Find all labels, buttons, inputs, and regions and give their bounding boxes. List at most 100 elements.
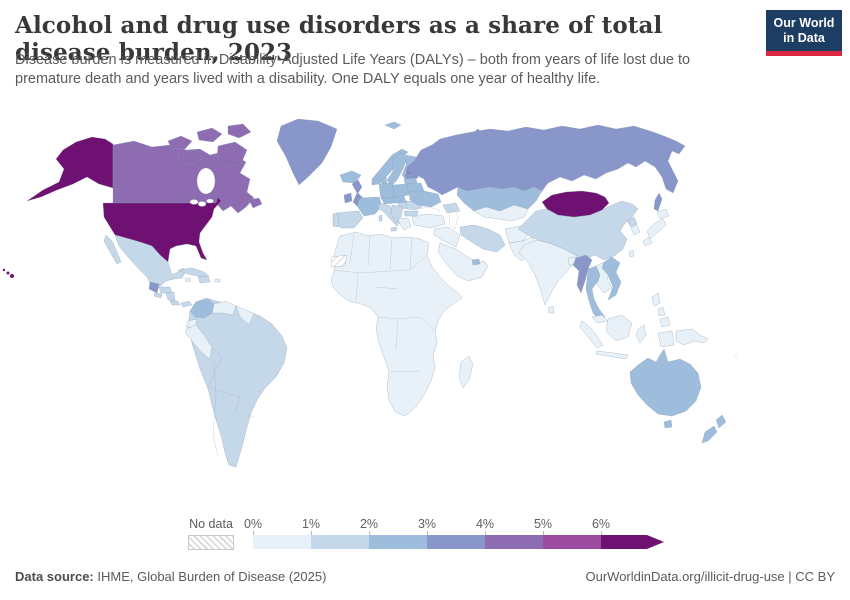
black-sea — [415, 206, 441, 218]
country-colombia[interactable] — [189, 298, 215, 319]
country-honduras[interactable] — [158, 286, 173, 294]
country-hawaii-3[interactable] — [10, 274, 14, 278]
country-malaysia[interactable] — [591, 314, 609, 324]
country-java[interactable] — [595, 350, 629, 360]
country-tasmania[interactable] — [663, 419, 673, 429]
country-puerto-rico[interactable] — [214, 278, 221, 283]
subtitle-line-1: Disease burden is measured in Disability… — [15, 52, 691, 68]
country-canada-newfoundland[interactable] — [248, 197, 263, 209]
country-nicaragua[interactable] — [165, 291, 176, 302]
region-levant-iraq[interactable] — [433, 226, 461, 248]
country-australia[interactable] — [629, 348, 702, 417]
country-fiji[interactable] — [734, 355, 738, 359]
owid-logo[interactable]: Our World in Data — [766, 10, 842, 56]
country-turkey[interactable] — [411, 213, 446, 229]
country-greenland[interactable] — [276, 118, 338, 186]
country-japan-kyushu[interactable] — [642, 236, 653, 247]
country-hispaniola[interactable] — [197, 275, 211, 284]
country-bulgaria[interactable] — [403, 210, 419, 217]
country-north-korea[interactable] — [626, 216, 638, 228]
legend-tick-label-6: 6% — [591, 517, 611, 531]
legend-tick-2 — [369, 531, 370, 535]
country-canada-arctic-2[interactable] — [196, 127, 223, 143]
country-jamaica[interactable] — [184, 277, 192, 283]
country-canada-arctic-3[interactable] — [227, 123, 252, 139]
footer-link[interactable]: OurWorldinData.org/illicit-drug-use | CC… — [585, 569, 836, 584]
legend-segment-3-4[interactable] — [427, 535, 485, 549]
country-kazakhstan[interactable] — [456, 186, 543, 212]
country-nz-north[interactable] — [715, 414, 727, 429]
country-poland[interactable] — [391, 183, 410, 198]
country-novaya-zemlya[interactable] — [469, 128, 484, 144]
legend-segment-5-6[interactable] — [543, 535, 601, 549]
region-arabia[interactable] — [437, 242, 489, 282]
legend-no-data: No data — [188, 517, 234, 550]
country-cuba[interactable] — [177, 267, 210, 278]
country-western-sahara[interactable] — [330, 254, 348, 268]
country-ireland[interactable] — [343, 192, 353, 204]
country-taiwan[interactable] — [628, 249, 635, 258]
legend-segment-1-2[interactable] — [311, 535, 369, 549]
country-france[interactable] — [356, 196, 383, 217]
country-sakhalin[interactable] — [653, 192, 663, 212]
country-russia[interactable] — [405, 124, 686, 196]
country-alaska[interactable] — [26, 136, 114, 202]
country-philippines-luzon[interactable] — [651, 292, 661, 307]
country-borneo[interactable] — [605, 314, 633, 342]
country-south-korea[interactable] — [630, 224, 641, 236]
country-greece[interactable] — [397, 217, 412, 231]
country-guatemala[interactable] — [148, 281, 160, 294]
country-west-papua[interactable] — [657, 330, 675, 348]
legend-segment-0-1[interactable] — [253, 535, 311, 549]
legend-segment-6+[interactable] — [601, 535, 647, 549]
country-philippines-mindanao[interactable] — [659, 316, 671, 328]
country-hawaii-1[interactable] — [2, 268, 6, 272]
legend-segment-2-3[interactable] — [369, 535, 427, 549]
country-sri-lanka[interactable] — [547, 305, 555, 314]
legend-segment-4-5[interactable] — [485, 535, 543, 549]
country-mongolia[interactable] — [541, 190, 610, 218]
legend-tick-label-5: 5% — [533, 517, 553, 531]
no-data-swatch[interactable] — [188, 535, 234, 550]
country-iran[interactable] — [459, 224, 506, 253]
country-sweden[interactable] — [386, 152, 408, 187]
country-lithuania[interactable] — [403, 177, 418, 185]
region-caucasus[interactable] — [442, 202, 461, 214]
country-sardinia[interactable] — [378, 214, 383, 222]
country-nz-south[interactable] — [701, 425, 718, 444]
country-sicily[interactable] — [390, 226, 398, 232]
country-usa[interactable] — [102, 196, 222, 263]
data-source: Data source: IHME, Global Burden of Dise… — [15, 569, 326, 584]
country-vietnam[interactable] — [601, 256, 622, 301]
country-hawaii-2[interactable] — [6, 271, 10, 275]
hudson-bay — [196, 167, 216, 195]
country-iceland[interactable] — [339, 170, 362, 184]
country-canada-victoria[interactable] — [177, 149, 204, 167]
country-portugal[interactable] — [332, 212, 340, 228]
country-png[interactable] — [675, 328, 709, 346]
country-madagascar[interactable] — [458, 355, 474, 389]
country-sumatra[interactable] — [579, 320, 604, 349]
legend-tick-4 — [485, 531, 486, 535]
country-myanmar[interactable] — [572, 254, 593, 294]
country-canada-arctic-1[interactable] — [167, 135, 193, 150]
country-canada-baffin[interactable] — [216, 141, 248, 169]
country-costa-rica[interactable] — [169, 300, 181, 306]
country-philippines-visayas[interactable] — [657, 306, 666, 317]
country-ukraine[interactable] — [408, 190, 442, 208]
country-germany[interactable] — [378, 182, 395, 200]
country-guyanas[interactable] — [235, 305, 255, 326]
country-peru[interactable] — [185, 324, 213, 360]
country-panama[interactable] — [180, 300, 193, 308]
country-venezuela[interactable] — [211, 300, 237, 316]
country-uae[interactable] — [471, 258, 481, 266]
country-el-salvador[interactable] — [153, 292, 163, 299]
country-svalbard[interactable] — [384, 121, 402, 130]
region-south-america[interactable] — [187, 297, 288, 468]
country-sulawesi[interactable] — [635, 324, 647, 344]
country-japan-hokkaido[interactable] — [656, 208, 670, 220]
country-japan-honshu[interactable] — [646, 218, 667, 240]
region-africa[interactable] — [330, 231, 463, 417]
country-mexico-baja[interactable] — [103, 234, 122, 265]
region-central-asia[interactable] — [473, 204, 529, 222]
